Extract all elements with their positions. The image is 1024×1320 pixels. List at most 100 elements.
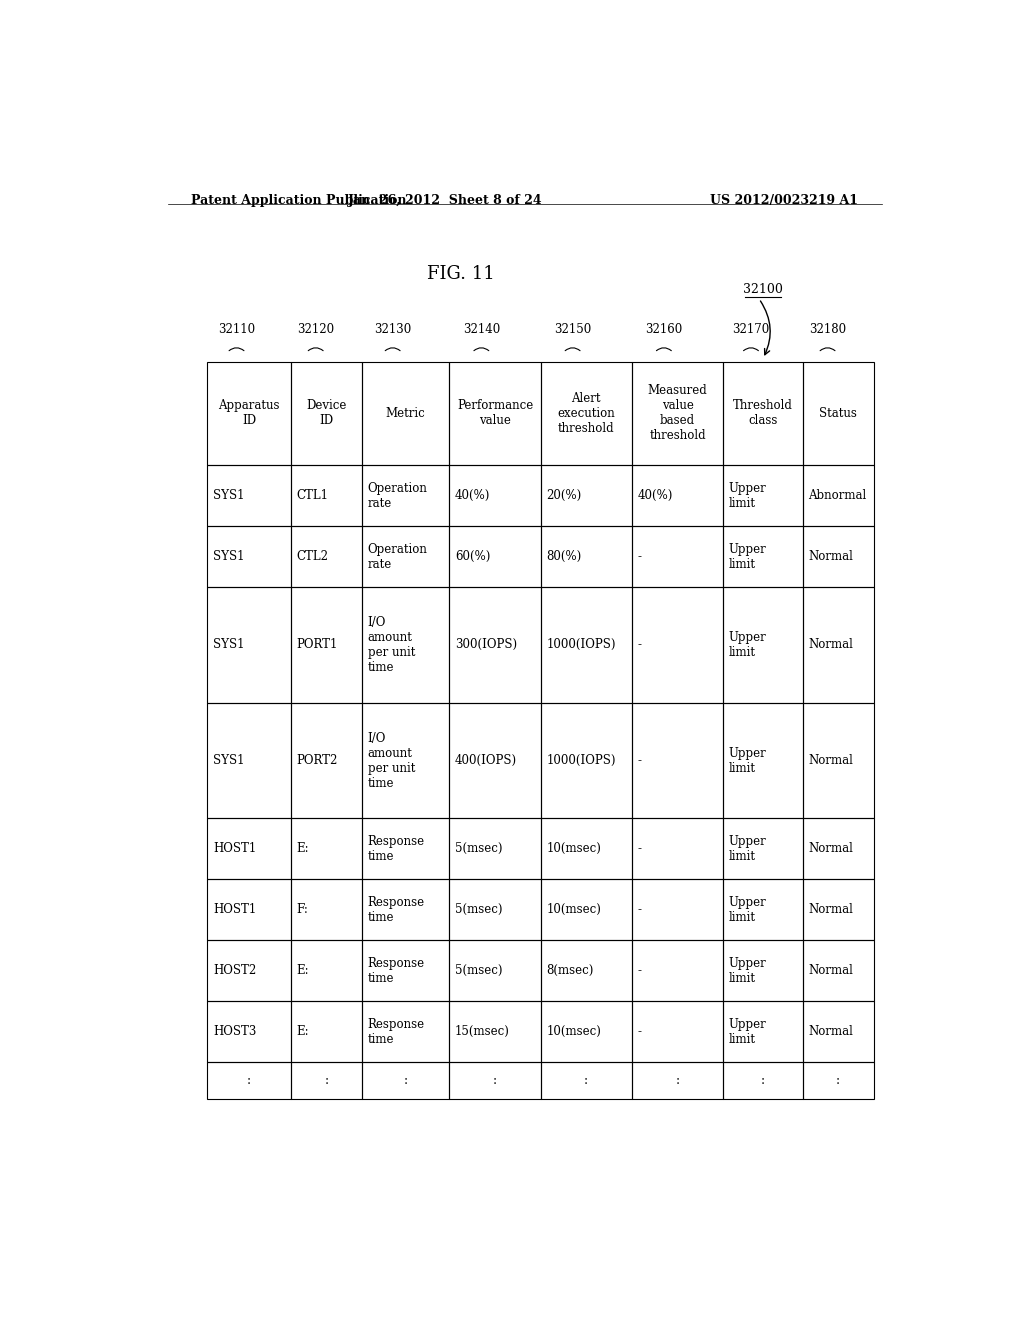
Text: Device
ID: Device ID [306,400,346,428]
Bar [207,879,291,940]
Text: 1000(IOPS): 1000(IOPS) [546,754,615,767]
Text: SYS1: SYS1 [213,639,245,651]
Bar [450,940,541,1001]
Bar [541,1001,632,1063]
Bar [723,1063,803,1098]
Text: Normal: Normal [808,1026,853,1038]
Bar [803,527,873,587]
Text: -: - [638,1026,641,1038]
Text: Upper
limit: Upper limit [729,1018,767,1045]
Bar [541,362,632,465]
Text: 15(msec): 15(msec) [455,1026,510,1038]
Bar [291,362,362,465]
Text: Response
time: Response time [368,834,425,863]
Bar [362,940,450,1001]
Bar [362,1001,450,1063]
Bar [723,1001,803,1063]
Bar [362,879,450,940]
Bar [450,1063,541,1098]
Text: 32180: 32180 [809,323,846,337]
Bar [450,362,541,465]
Text: FIG. 11: FIG. 11 [427,265,496,282]
Bar [723,465,803,527]
Bar [541,940,632,1001]
Text: -: - [638,903,641,916]
Bar [450,587,541,702]
Bar [723,702,803,818]
Text: 10(msec): 10(msec) [546,903,601,916]
Bar [541,465,632,527]
Text: 300(IOPS): 300(IOPS) [455,639,517,651]
Bar [207,362,291,465]
Text: I/O
amount
per unit
time: I/O amount per unit time [368,616,415,675]
Text: HOST2: HOST2 [213,964,256,977]
Text: Normal: Normal [808,639,853,651]
Text: Upper
limit: Upper limit [729,957,767,985]
Bar [632,587,723,702]
Text: Upper
limit: Upper limit [729,896,767,924]
Text: 400(IOPS): 400(IOPS) [455,754,517,767]
Bar [450,527,541,587]
Bar [803,1001,873,1063]
Bar [207,818,291,879]
Text: Abnormal: Abnormal [808,490,866,502]
Text: :: : [676,1073,680,1086]
Bar [291,818,362,879]
Text: :: : [325,1073,329,1086]
Text: E:: E: [296,842,309,855]
Bar [450,1001,541,1063]
Bar [632,940,723,1001]
Bar [723,587,803,702]
Text: 32100: 32100 [743,282,782,296]
Text: 40(%): 40(%) [455,490,490,502]
Bar [362,465,450,527]
Bar [541,587,632,702]
Text: E:: E: [296,1026,309,1038]
Text: -: - [638,639,641,651]
Bar [803,587,873,702]
Text: -: - [638,842,641,855]
Bar [632,465,723,527]
Bar [632,527,723,587]
Text: :: : [247,1073,251,1086]
Text: PORT2: PORT2 [296,754,338,767]
Text: Normal: Normal [808,550,853,564]
Text: 40(%): 40(%) [638,490,673,502]
Bar [632,702,723,818]
Text: Normal: Normal [808,842,853,855]
Text: Alert
execution
threshold: Alert execution threshold [557,392,615,436]
Bar [803,362,873,465]
Text: Patent Application Publication: Patent Application Publication [191,194,407,207]
Bar [291,1001,362,1063]
Bar [803,702,873,818]
Bar [723,818,803,879]
Bar [803,818,873,879]
Bar [723,527,803,587]
Bar [291,1063,362,1098]
Bar [291,587,362,702]
Text: 10(msec): 10(msec) [546,1026,601,1038]
Text: 10(msec): 10(msec) [546,842,601,855]
Bar [632,1063,723,1098]
Bar [632,818,723,879]
Bar [362,362,450,465]
Bar [362,818,450,879]
Text: Metric: Metric [386,407,426,420]
Text: CTL1: CTL1 [296,490,329,502]
Text: Normal: Normal [808,964,853,977]
Text: 20(%): 20(%) [546,490,582,502]
Text: 80(%): 80(%) [546,550,582,564]
Text: -: - [638,964,641,977]
Bar [450,465,541,527]
Bar [632,1001,723,1063]
Text: E:: E: [296,964,309,977]
Bar [207,940,291,1001]
Text: F:: F: [296,903,308,916]
Text: 32120: 32120 [297,323,334,337]
Text: Upper
limit: Upper limit [729,747,767,775]
Bar [803,879,873,940]
Bar [207,587,291,702]
Bar [541,1063,632,1098]
Text: -: - [638,550,641,564]
Text: SYS1: SYS1 [213,490,245,502]
